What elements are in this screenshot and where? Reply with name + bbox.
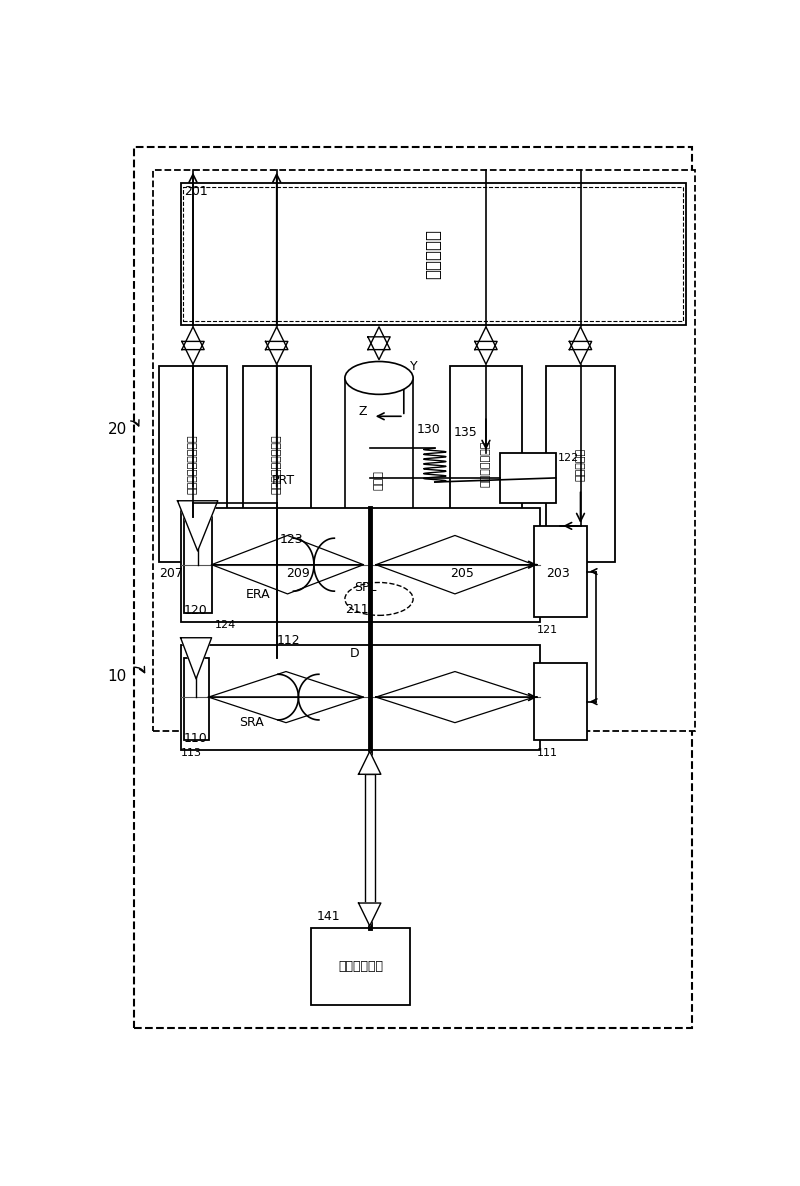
- Text: 205: 205: [450, 567, 474, 580]
- Ellipse shape: [345, 362, 413, 395]
- Polygon shape: [272, 342, 282, 350]
- Polygon shape: [182, 342, 204, 364]
- Text: 113: 113: [181, 748, 202, 758]
- Text: 缩略图像捕获控制部: 缩略图像捕获控制部: [188, 434, 198, 495]
- Polygon shape: [358, 903, 381, 926]
- Polygon shape: [374, 337, 384, 350]
- Text: 207: 207: [159, 567, 182, 580]
- Text: 122: 122: [558, 453, 579, 463]
- Polygon shape: [570, 327, 592, 350]
- Bar: [181, 508, 540, 621]
- Text: 211: 211: [345, 604, 369, 617]
- Text: 201: 201: [184, 185, 207, 198]
- Bar: [534, 663, 586, 740]
- Text: 141: 141: [317, 910, 341, 923]
- Bar: [345, 378, 413, 599]
- Bar: [183, 187, 683, 321]
- Polygon shape: [188, 342, 198, 350]
- Polygon shape: [474, 327, 497, 350]
- Text: 124: 124: [214, 620, 236, 630]
- Bar: [184, 517, 211, 613]
- Polygon shape: [178, 500, 218, 551]
- Polygon shape: [368, 327, 390, 350]
- Polygon shape: [181, 638, 211, 678]
- Bar: [153, 170, 695, 732]
- Text: 209: 209: [286, 567, 310, 580]
- Text: Z: Z: [358, 406, 366, 419]
- Bar: [181, 184, 686, 325]
- Ellipse shape: [345, 582, 413, 616]
- Bar: [310, 927, 410, 1006]
- Text: 123: 123: [280, 533, 303, 546]
- Polygon shape: [575, 342, 586, 350]
- Polygon shape: [266, 327, 288, 350]
- Text: 110: 110: [184, 732, 207, 745]
- Bar: [546, 366, 614, 562]
- Polygon shape: [266, 342, 288, 364]
- Text: 121: 121: [537, 625, 558, 635]
- Polygon shape: [570, 342, 592, 364]
- Polygon shape: [368, 337, 390, 359]
- Text: D: D: [350, 648, 359, 661]
- Text: 样本传送装置: 样本传送装置: [338, 959, 383, 973]
- Text: 111: 111: [537, 748, 558, 758]
- Polygon shape: [182, 327, 204, 350]
- Text: Y: Y: [410, 359, 418, 372]
- Polygon shape: [481, 342, 491, 350]
- Text: 存储部: 存储部: [374, 471, 384, 490]
- Text: 112: 112: [277, 633, 300, 646]
- Text: 总体控制部: 总体控制部: [424, 229, 442, 279]
- Bar: [500, 453, 556, 503]
- Bar: [242, 366, 310, 562]
- Text: 130: 130: [416, 423, 440, 436]
- Text: 120: 120: [184, 604, 207, 617]
- Polygon shape: [474, 342, 497, 364]
- Text: SPL: SPL: [354, 581, 377, 594]
- Text: SRA: SRA: [239, 715, 264, 728]
- Text: PRT: PRT: [271, 473, 294, 486]
- Text: 镜台驱动控制部: 镜台驱动控制部: [481, 441, 491, 487]
- Polygon shape: [358, 752, 381, 774]
- Text: 放大图像捕获控制部: 放大图像捕获控制部: [272, 434, 282, 495]
- Text: 203: 203: [546, 567, 570, 580]
- Text: ERA: ERA: [246, 588, 270, 601]
- Text: 照明控制部: 照明控制部: [575, 447, 586, 480]
- Text: 10: 10: [108, 669, 127, 684]
- Bar: [159, 366, 227, 562]
- Bar: [184, 658, 209, 740]
- Polygon shape: [365, 774, 374, 903]
- Bar: [450, 366, 522, 562]
- Bar: [534, 525, 586, 617]
- Text: 135: 135: [454, 426, 477, 439]
- Bar: [181, 645, 540, 750]
- Text: 20: 20: [108, 422, 127, 438]
